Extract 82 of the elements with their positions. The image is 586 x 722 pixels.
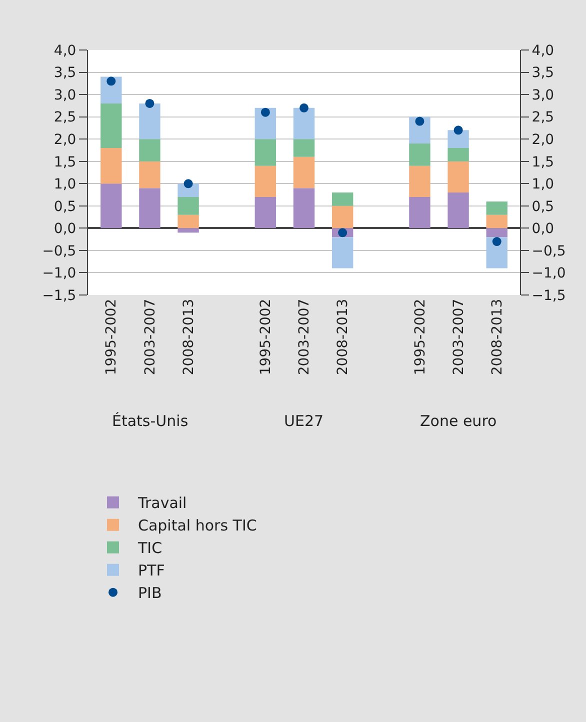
point bbox=[145, 98, 154, 108]
y-tick-label: −1,5 bbox=[42, 288, 76, 304]
bar bbox=[409, 144, 430, 166]
y2-tick-label: 0,5 bbox=[532, 198, 554, 215]
x-tick-label: 2008-2013 bbox=[489, 298, 506, 376]
bar bbox=[293, 108, 315, 140]
bar bbox=[409, 197, 430, 228]
y-tick-label: 3,0 bbox=[54, 87, 76, 104]
y-tick-label: 0,0 bbox=[54, 221, 76, 238]
y-tick-label: 2,5 bbox=[54, 110, 76, 126]
y-tick-label: 1,5 bbox=[54, 154, 76, 170]
y2-tick-label: 1,5 bbox=[532, 154, 554, 170]
bar bbox=[293, 139, 315, 157]
y-tick-label: 3,5 bbox=[54, 65, 76, 82]
bar bbox=[293, 188, 315, 228]
bar bbox=[486, 201, 508, 215]
bar bbox=[332, 237, 354, 268]
y-tick-label: −0,5 bbox=[42, 243, 76, 260]
bar bbox=[254, 108, 276, 140]
bar bbox=[139, 139, 160, 162]
bar bbox=[100, 184, 122, 228]
legend-label: PTF bbox=[138, 562, 165, 580]
y2-tick-label: 2,0 bbox=[532, 132, 554, 148]
x-tick-label: 2003-2007 bbox=[142, 298, 158, 376]
bar bbox=[254, 139, 276, 166]
bar bbox=[100, 103, 122, 148]
bar bbox=[139, 188, 160, 228]
bar bbox=[178, 214, 199, 228]
y-tick-label: −1,0 bbox=[42, 266, 76, 282]
point bbox=[184, 179, 193, 188]
bar bbox=[139, 161, 160, 188]
text: États-Unis bbox=[112, 412, 188, 430]
point bbox=[260, 108, 270, 117]
bar bbox=[448, 192, 469, 228]
legend-label: Capital hors TIC bbox=[138, 516, 257, 535]
x-tick-label: 2008-2013 bbox=[180, 298, 197, 376]
bar bbox=[448, 130, 469, 148]
x-tick-label: 1995-2002 bbox=[258, 298, 274, 376]
y2-tick-label: 0,0 bbox=[532, 221, 554, 238]
y-tick-label: 4,0 bbox=[54, 42, 76, 59]
y2-tick-label: 3,5 bbox=[532, 65, 554, 82]
x-tick-label: 2008-2013 bbox=[335, 298, 352, 376]
bar bbox=[332, 192, 354, 206]
legend-label: PIB bbox=[138, 584, 162, 602]
y-tick-label: 2,0 bbox=[54, 132, 76, 148]
point bbox=[338, 228, 348, 238]
bar bbox=[254, 197, 276, 228]
bar bbox=[100, 148, 122, 184]
y-tick-label: 0,5 bbox=[54, 198, 76, 215]
legend-label: Travail bbox=[137, 494, 187, 512]
x-tick-label: 1995-2002 bbox=[104, 298, 120, 376]
legend-label: TIC bbox=[137, 539, 162, 558]
point bbox=[106, 76, 116, 86]
point bbox=[300, 103, 308, 112]
text: UE27 bbox=[284, 412, 324, 430]
y2-tick-label: 4,0 bbox=[532, 42, 554, 59]
y2-tick-label: 2,5 bbox=[532, 110, 554, 126]
y2-tick-label: −1,5 bbox=[532, 288, 566, 304]
x-tick-label: 2003-2007 bbox=[296, 298, 313, 376]
x-tick-label: 1995-2002 bbox=[412, 298, 428, 376]
y2-tick-label: −0,5 bbox=[532, 243, 566, 260]
bar bbox=[448, 148, 469, 162]
bar bbox=[139, 103, 160, 140]
bar bbox=[254, 166, 276, 197]
text: Zone euro bbox=[420, 412, 497, 430]
bar bbox=[448, 161, 469, 193]
x-tick-label: 2003-2007 bbox=[450, 298, 467, 376]
bar bbox=[293, 156, 315, 188]
bar bbox=[409, 166, 430, 197]
point bbox=[415, 116, 424, 126]
point bbox=[492, 237, 502, 246]
point bbox=[454, 126, 463, 135]
y2-tick-label: 3,0 bbox=[532, 87, 554, 104]
y-tick-label: 1,0 bbox=[54, 176, 76, 193]
y2-tick-label: −1,0 bbox=[532, 266, 566, 282]
bar bbox=[486, 214, 508, 228]
bar bbox=[486, 228, 508, 238]
bar bbox=[332, 206, 354, 228]
bar bbox=[178, 228, 199, 233]
y2-tick-label: 1,0 bbox=[532, 176, 554, 193]
bar bbox=[178, 197, 199, 215]
bar bbox=[486, 237, 508, 268]
